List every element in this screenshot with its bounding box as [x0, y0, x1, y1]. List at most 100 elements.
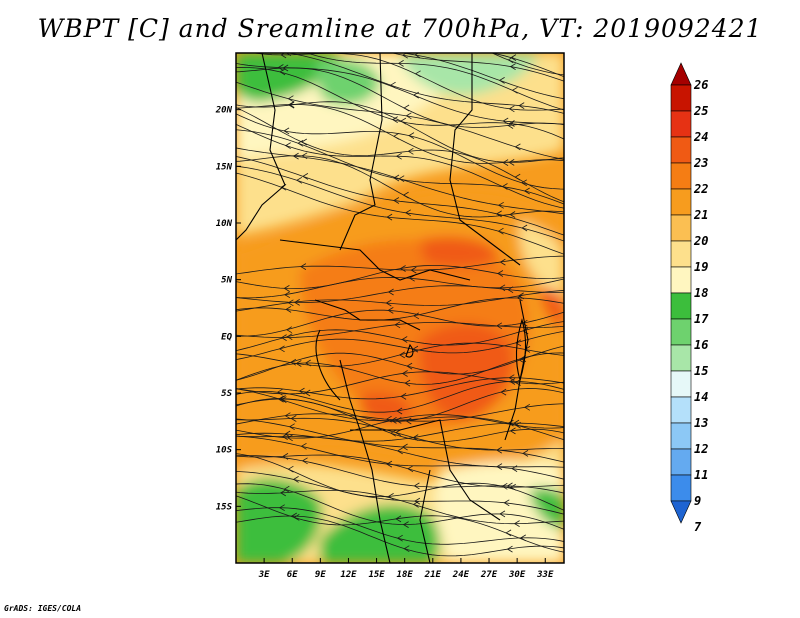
streamline-arrow — [521, 179, 528, 187]
streamline-arrow — [509, 63, 516, 70]
streamline-arrow — [285, 53, 292, 56]
country-borders — [236, 53, 529, 563]
colorbar-box — [670, 162, 692, 190]
streamline-arrow — [394, 321, 401, 329]
streamline — [236, 156, 564, 236]
streamline-arrow — [404, 20, 409, 26]
lon-tick-label: 30E — [508, 570, 526, 580]
lon-tick-label: 27E — [480, 570, 498, 580]
streamline-arrow — [495, 210, 502, 218]
streamline-arrow — [283, 285, 290, 292]
lon-tick-label: 33E — [536, 570, 554, 580]
streamline-arrow — [301, 138, 308, 146]
colorbar-label: 15 — [694, 364, 708, 378]
streamline-arrow — [296, 176, 303, 184]
streamline-arrow — [401, 370, 408, 377]
streamline — [236, 66, 564, 140]
colorbar-label: 12 — [694, 442, 708, 456]
streamline-arrow — [284, 430, 291, 438]
streamline — [236, 155, 564, 218]
streamline-arrow — [500, 388, 507, 396]
streamline — [236, 507, 564, 545]
streamline-arrow — [514, 173, 521, 181]
streamline — [236, 495, 564, 553]
colorbar-label: 19 — [694, 260, 708, 274]
streamline — [236, 435, 564, 468]
streamline-arrow — [395, 152, 402, 160]
colorbar-label: 20 — [693, 234, 708, 248]
streamline-arrow — [398, 175, 405, 183]
streamline-arrow — [515, 339, 522, 347]
streamline — [236, 165, 564, 242]
streamline-arrow — [511, 465, 518, 472]
streamline-arrow — [280, 334, 287, 341]
streamline-arrow — [280, 489, 287, 497]
streamline-arrow — [285, 306, 292, 313]
streamline — [236, 455, 564, 494]
streamline-arrow — [400, 117, 407, 125]
streamline-arrow — [414, 53, 421, 59]
border-line — [339, 53, 383, 251]
streamline-arrow — [402, 521, 409, 528]
field-red-orange-south — [360, 392, 412, 424]
streamline — [252, 53, 564, 111]
streamline-arrow — [284, 142, 291, 149]
streamline — [236, 285, 564, 303]
streamline-arrow — [297, 139, 304, 147]
streamline-arrow — [402, 191, 409, 199]
colorbar-label: 9 — [694, 494, 701, 508]
lon-tick-label: 18E — [397, 570, 414, 580]
streamline-arrow — [286, 326, 293, 334]
streamline-arrow — [513, 520, 520, 527]
streamline — [236, 297, 564, 321]
field-green-south — [320, 504, 440, 563]
colorbar-box — [670, 136, 692, 164]
streamline-arrow — [282, 41, 287, 47]
streamline-arrow — [413, 482, 420, 490]
colorbar-label: 11 — [694, 468, 708, 482]
streamline-arrow — [507, 286, 514, 294]
streamline-arrow — [509, 38, 514, 44]
streamline-arrow — [499, 284, 506, 292]
colorbar-label: 17 — [694, 312, 709, 326]
streamline-arrow — [505, 529, 512, 537]
streamline-arrow — [304, 39, 309, 45]
streamline-arrow — [395, 417, 402, 424]
streamline — [236, 454, 564, 488]
streamline-arrow — [408, 132, 415, 139]
streamline-arrow — [397, 60, 404, 67]
colorbar-label: 25 — [693, 104, 708, 118]
streamline-arrow — [514, 143, 521, 151]
streamline-arrow — [497, 270, 504, 277]
streamline-arrow — [404, 379, 411, 387]
colorbar-box — [670, 474, 692, 502]
colorbar-box — [670, 110, 692, 138]
streamline-arrow — [522, 450, 529, 457]
lat-tick-label: 20N — [215, 106, 233, 116]
streamline — [236, 113, 564, 190]
streamline — [236, 388, 564, 441]
lon-tick-label: 3E — [258, 570, 270, 580]
streamline — [236, 417, 564, 451]
colorbar-label: 21 — [693, 208, 708, 222]
colorbar-box — [670, 188, 692, 216]
streamline — [236, 255, 564, 275]
lat-axis: 20N 15N 10N 5N EQ 5S 10S 15S — [215, 106, 241, 512]
streamline — [285, 53, 564, 114]
colorbar-box — [670, 266, 692, 294]
streamline — [236, 380, 564, 413]
streamline — [491, 53, 564, 76]
streamline-arrow — [287, 299, 294, 307]
streamline-arrow — [521, 224, 528, 232]
streamline-arrow — [509, 211, 516, 218]
lon-tick-label: 6E — [287, 570, 298, 580]
streamline-arrow — [283, 127, 290, 135]
wbpt-field — [236, 53, 564, 563]
streamline-arrow — [412, 501, 419, 508]
streamline — [305, 53, 564, 111]
streamline — [236, 377, 564, 400]
lon-tick-label: 21E — [424, 570, 442, 580]
lon-axis: 3E 6E 9E 12E 15E 18E 21E 24E 27E 30E 33E — [258, 558, 554, 580]
streamline-arrow — [524, 403, 531, 411]
streamline-arrow — [290, 415, 297, 422]
